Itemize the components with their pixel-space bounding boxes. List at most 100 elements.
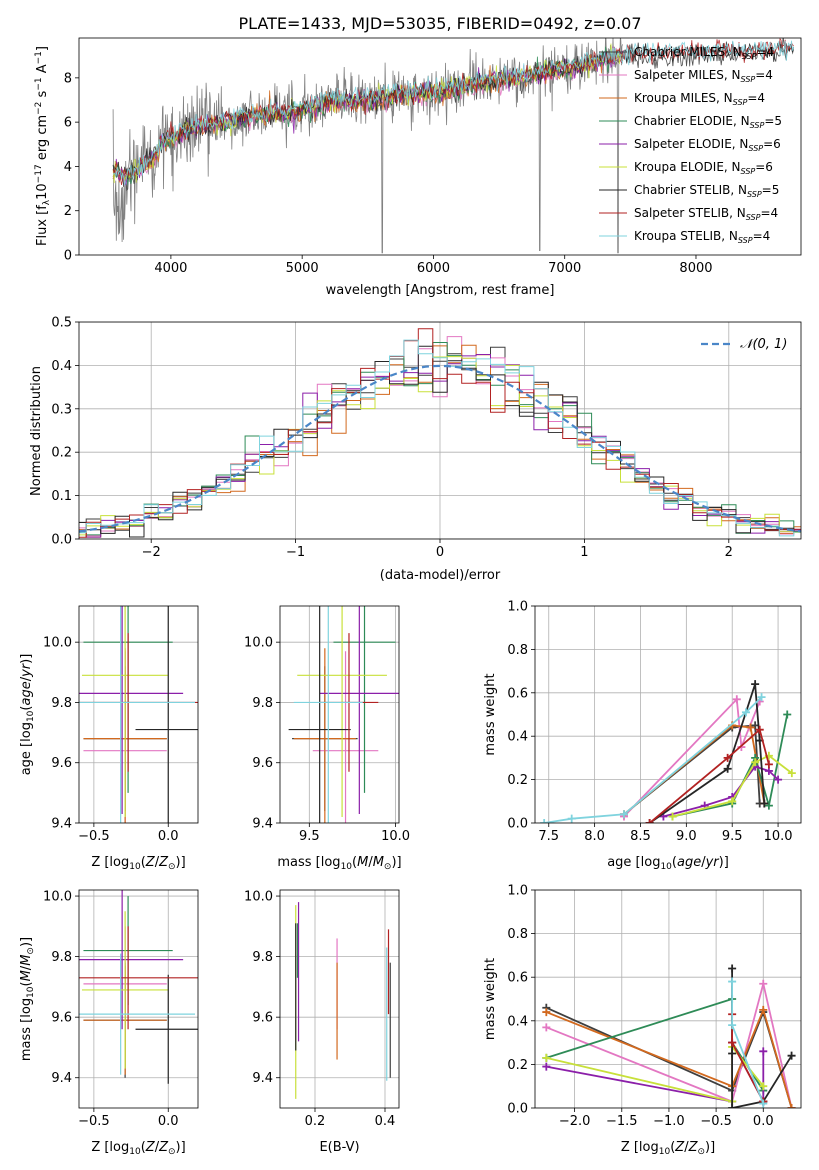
errorbar-kroupa-stelib <box>79 953 196 1075</box>
weight-marker <box>542 1023 551 1032</box>
label-part: ( <box>141 855 146 870</box>
x-tick-label: 5000 <box>286 261 319 276</box>
grid <box>79 890 198 1108</box>
legend-n: =5 <box>762 183 780 197</box>
x-tick-label: 0.2 <box>305 1114 326 1129</box>
x-tick-label: 9.0 <box>676 829 697 844</box>
weight-marker <box>751 680 760 689</box>
legend-entry-kroupa-stelib: Kroupa STELIB, NSSP=4 <box>634 229 770 245</box>
label-part: / <box>19 965 34 970</box>
x-tick-label: −1 <box>286 545 305 560</box>
panel-mass_vs_ebv: 0.2 0.4 9.4 9.6 9.8 10.0 E(B-V) <box>244 890 400 1155</box>
y-tick-label: 0.8 <box>507 643 528 658</box>
label-part: 10 <box>129 862 141 872</box>
y-tick-label: 0.0 <box>507 817 528 832</box>
y-tick-label: 9.6 <box>252 756 273 771</box>
label-part: / <box>19 676 34 681</box>
weight-marker <box>542 1053 551 1062</box>
x-tick-label: 0.4 <box>375 1114 396 1129</box>
plot-area <box>79 890 198 1108</box>
x-tick-label: 2 <box>725 545 733 560</box>
y-tick-label: 0.0 <box>507 1102 528 1117</box>
x-tick-label: 8000 <box>679 261 712 276</box>
weight-marker <box>755 725 764 734</box>
y-tick-label: 0.4 <box>51 359 72 374</box>
x-axis-label: (data-model)/error <box>380 568 501 583</box>
model-line-chabrier-stelib <box>112 41 794 180</box>
y-tick-label: 0.5 <box>51 316 72 331</box>
label-part: )] <box>391 855 401 870</box>
y-tick-label: 0.6 <box>507 686 528 701</box>
errorbar-salpeter-stelib <box>79 926 198 1030</box>
y-tick-label: 9.6 <box>252 1011 273 1026</box>
model-line-chabrier-miles <box>112 38 794 191</box>
weight-marker <box>764 801 773 810</box>
label-part: age <box>19 681 34 705</box>
weight-line <box>545 1007 793 1108</box>
weight-marker <box>732 695 741 704</box>
weight-marker <box>728 1038 737 1047</box>
weight-marker <box>759 1047 768 1056</box>
errorbar-kroupa-stelib <box>293 606 363 823</box>
label-part: 10 <box>26 710 36 722</box>
legend-entry-chabrier-elodie: Chabrier ELODIE, NSSP=5 <box>634 114 782 130</box>
y-axis-label: Flux [fλ10−17 erg cm−2 s−1 A−1] <box>34 46 52 246</box>
axes-frame <box>534 889 802 1109</box>
label-part: ⊙ <box>26 947 36 955</box>
errorbar-kroupa-elodie <box>81 606 169 817</box>
axes-decoration: −0.5 0.09.49.69.810.0Z [log10(Z/Z⊙)]mass … <box>19 890 199 1157</box>
x-tick-label: 0.0 <box>753 1114 774 1129</box>
y-tick-label: 9.8 <box>51 696 72 711</box>
label-part: ( <box>19 706 34 711</box>
legend-subscript: SSP <box>747 190 762 199</box>
errorbar-kroupa-elodie <box>81 911 169 1069</box>
x-tick-label: 10.0 <box>764 829 793 844</box>
x-tick-label: 1 <box>580 545 588 560</box>
y-tick-label: 0.4 <box>507 730 528 745</box>
y-tick-label: 0.8 <box>507 927 528 942</box>
weight-marker <box>668 812 677 821</box>
grid <box>280 606 399 823</box>
label-part: / <box>155 1140 160 1155</box>
label-part: )] <box>719 855 729 870</box>
x-tick-label: −0.5 <box>700 1114 732 1129</box>
y-tick-label: 9.6 <box>51 756 72 771</box>
label-part: 10 <box>659 1147 671 1157</box>
x-tick-label: 0 <box>436 545 444 560</box>
weight-series-kroupa-elodie <box>668 751 796 821</box>
series-layer <box>542 964 796 1108</box>
x-tick-label: −0.5 <box>78 829 110 844</box>
label-part: A <box>35 64 50 77</box>
weight-marker <box>645 819 654 823</box>
label-part: ⊙ <box>168 1147 176 1157</box>
y-axis-label: mass [log10(M/M⊙)] <box>19 937 36 1061</box>
legend-n: =6 <box>763 137 781 151</box>
weight-line <box>546 1042 765 1103</box>
label-part: 10 <box>660 862 672 872</box>
label-part: M <box>357 855 368 870</box>
label-part: mass [log <box>277 855 340 870</box>
y-tick-label: 9.6 <box>51 1011 72 1026</box>
legend-n: =4 <box>747 91 765 105</box>
legend-subscript: SSP <box>746 213 761 222</box>
label-part: yr <box>19 662 34 678</box>
legend-n: =5 <box>764 114 782 128</box>
y-tick-label: 1.0 <box>507 884 528 899</box>
weight-line <box>623 724 766 815</box>
legend-entry-gaussian: 𝒩(0, 1) <box>740 337 787 352</box>
errorbar-chabrier-stelib <box>288 606 351 823</box>
label-part: Z <box>688 1140 699 1155</box>
y-axis-label: Normed distribution <box>29 366 44 496</box>
label-part: ( <box>19 981 34 986</box>
axes-decoration: −0.5 0.09.49.69.810.0Z [log10(Z/Z⊙)]age [… <box>19 605 199 872</box>
label-part: mass weight <box>483 673 498 755</box>
histogram-salpeter-stelib <box>79 328 801 538</box>
legend-label: Chabrier STELIB, N <box>634 183 747 197</box>
panel-weight_vs_age: 7.5 8.0 8.5 9.0 9.5 10.0 0.0 0.2 0.4 0.6 0.8 1.0 age… <box>483 600 802 872</box>
axes-frame <box>78 605 199 824</box>
plot-area <box>535 606 801 823</box>
legend-entry-chabrier-miles: Chabrier MILES, NSSP=4 <box>634 45 774 61</box>
label-part: mass weight <box>483 958 498 1040</box>
y-axis-label: mass weight <box>483 673 498 755</box>
errorbar-chabrier-elodie <box>333 606 396 793</box>
